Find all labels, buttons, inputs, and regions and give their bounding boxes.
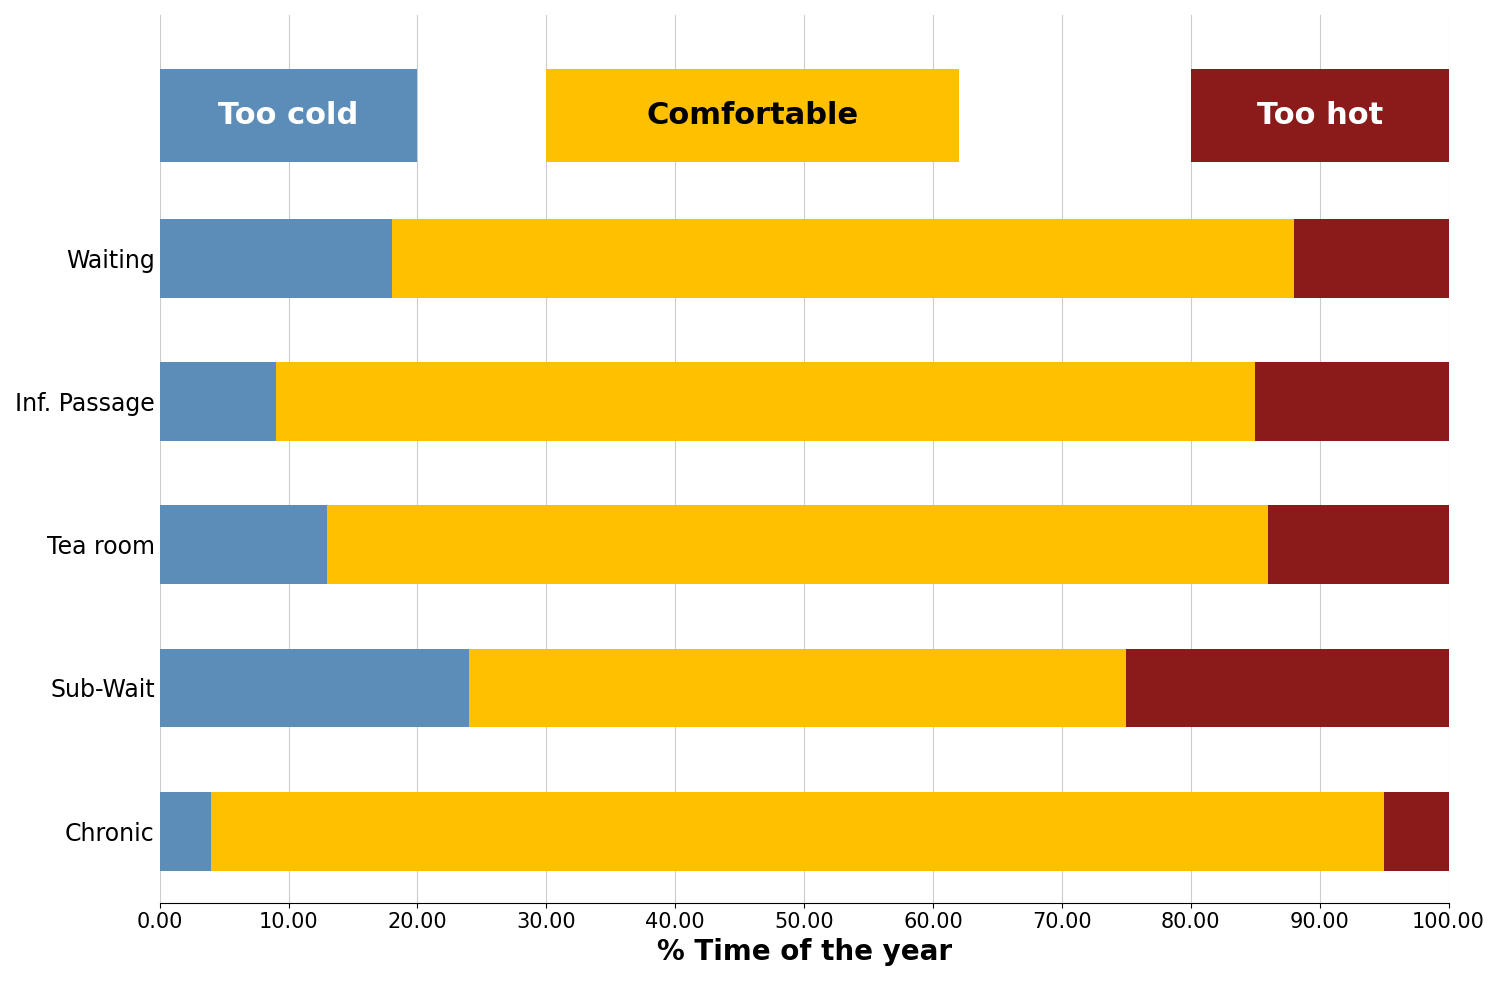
Bar bbox=[276, 362, 1256, 441]
Bar bbox=[470, 648, 1126, 727]
Bar bbox=[159, 648, 470, 727]
Bar bbox=[1384, 792, 1449, 870]
X-axis label: % Time of the year: % Time of the year bbox=[657, 938, 951, 966]
Bar bbox=[159, 362, 276, 441]
Bar bbox=[1294, 219, 1449, 298]
Bar bbox=[327, 505, 1268, 584]
Bar bbox=[159, 792, 212, 870]
Bar bbox=[1256, 362, 1449, 441]
Bar bbox=[1126, 648, 1449, 727]
Text: Too cold: Too cold bbox=[219, 101, 358, 129]
Bar bbox=[546, 69, 958, 162]
Bar bbox=[159, 219, 392, 298]
Bar bbox=[392, 219, 1294, 298]
Bar bbox=[159, 505, 327, 584]
Bar bbox=[1268, 505, 1449, 584]
Text: Comfortable: Comfortable bbox=[646, 101, 858, 129]
Bar bbox=[211, 792, 1384, 870]
Text: Too hot: Too hot bbox=[1257, 101, 1383, 129]
Bar bbox=[159, 69, 417, 162]
Bar bbox=[1191, 69, 1449, 162]
